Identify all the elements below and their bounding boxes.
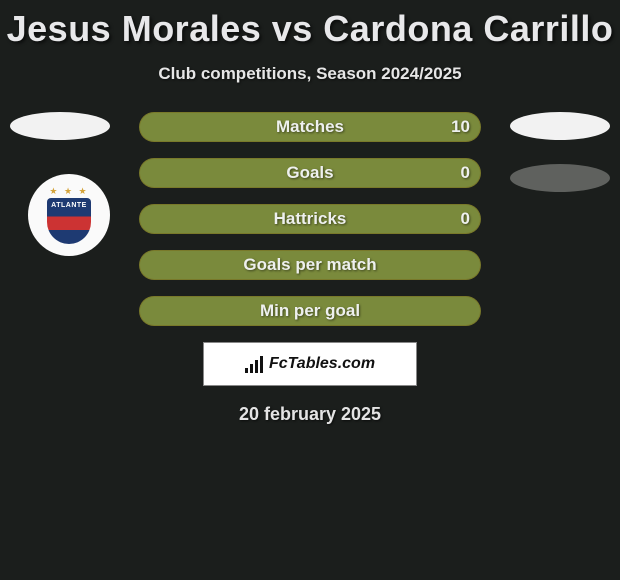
stat-value-right: 0 [461, 163, 470, 183]
stat-label: Goals per match [243, 255, 376, 275]
date-stamp: 20 february 2025 [0, 404, 620, 425]
club-badge: ★ ★ ★ ATLANTE [28, 174, 110, 256]
badge-text: ATLANTE [51, 202, 87, 209]
badge-stars: ★ ★ ★ [44, 186, 94, 197]
watermark-icon [245, 355, 263, 373]
stat-bar-goals-per-match: Goals per match [139, 250, 481, 280]
stat-bars: Matches 10 Goals 0 Hattricks 0 Goals per… [139, 112, 481, 326]
stat-label: Matches [276, 117, 344, 137]
stat-label: Min per goal [260, 301, 360, 321]
watermark: FcTables.com [203, 342, 417, 386]
watermark-text: FcTables.com [269, 355, 375, 373]
page-title: Jesus Morales vs Cardona Carrillo [0, 0, 620, 50]
left-player-slot-1 [10, 112, 110, 140]
badge-shield: ATLANTE [47, 198, 91, 244]
right-player-slot-2 [510, 164, 610, 192]
stat-bar-hattricks: Hattricks 0 [139, 204, 481, 234]
stat-bar-matches: Matches 10 [139, 112, 481, 142]
stat-value-right: 10 [451, 117, 470, 137]
stat-label: Hattricks [274, 209, 347, 229]
stat-value-right: 0 [461, 209, 470, 229]
stat-bar-min-per-goal: Min per goal [139, 296, 481, 326]
stat-label: Goals [286, 163, 333, 183]
right-player-slot-1 [510, 112, 610, 140]
stat-bar-goals: Goals 0 [139, 158, 481, 188]
comparison-panel: ★ ★ ★ ATLANTE Matches 10 Goals 0 Hattric… [0, 112, 620, 425]
subtitle: Club competitions, Season 2024/2025 [0, 64, 620, 84]
